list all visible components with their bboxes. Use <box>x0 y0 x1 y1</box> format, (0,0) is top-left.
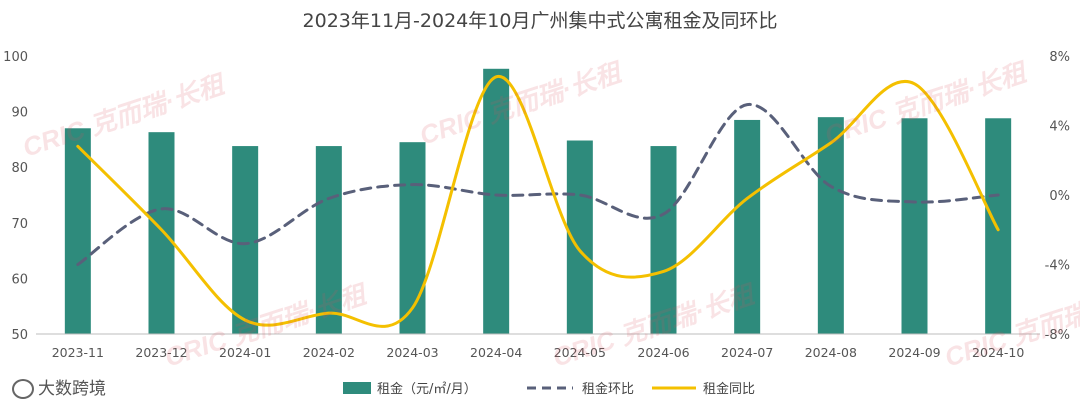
bar <box>315 146 342 334</box>
x-tick-label: 2024-02 <box>303 345 355 360</box>
x-tick-label: 2024-06 <box>637 345 689 360</box>
x-tick-label: 2023-11 <box>52 345 104 360</box>
y-left-tick-label: 60 <box>11 272 28 287</box>
bar <box>734 119 761 334</box>
bar <box>817 117 844 334</box>
y-right-tick-label: 0% <box>1049 189 1070 204</box>
y-left-tick-label: 80 <box>11 161 28 176</box>
bar <box>148 132 175 334</box>
bar <box>232 146 259 334</box>
bar-series <box>64 68 1012 335</box>
y-left-tick-label: 90 <box>11 106 28 121</box>
brand-logo: 大数跨境 <box>12 374 106 399</box>
x-tick-label: 2024-09 <box>888 345 940 360</box>
yoy-line <box>76 75 1000 328</box>
mom-line <box>76 103 1000 266</box>
y-left-tick-label: 100 <box>3 50 28 65</box>
x-tick-label: 2024-05 <box>554 345 606 360</box>
legend-label-mom: 租金环比 <box>582 381 634 397</box>
bar <box>901 118 928 334</box>
y-right-tick-label: 4% <box>1049 120 1070 135</box>
x-tick-label: 2024-10 <box>972 345 1024 360</box>
x-tick-label: 2024-08 <box>805 345 857 360</box>
x-tick-label: 2024-01 <box>219 345 271 360</box>
axes: 50 60 70 80 90 100 -8% -4% 0% 4% 8% 2023-11 2023-12 2… <box>3 50 1070 360</box>
bar <box>650 146 677 334</box>
x-tick-label: 2023-12 <box>135 345 187 360</box>
chart-title: 2023年11月-2024年10月广州集中式公寓租金及同环比 <box>303 10 778 32</box>
x-tick-label: 2024-07 <box>721 345 773 360</box>
y-right-tick-label: -8% <box>1045 328 1070 343</box>
bar <box>483 68 510 335</box>
bar <box>64 128 91 334</box>
legend-swatch-rent <box>343 382 371 394</box>
y-left-tick-label: 70 <box>11 217 28 232</box>
x-tick-label: 2024-04 <box>470 345 522 360</box>
bar <box>399 142 426 334</box>
y-right-tick-label: 8% <box>1049 50 1070 65</box>
brand-icon <box>12 379 34 399</box>
bar <box>985 118 1012 334</box>
legend: 租金（元/㎡/月） 租金环比 租金同比 <box>343 381 755 397</box>
legend-label-yoy: 租金同比 <box>703 381 755 397</box>
legend-label-rent: 租金（元/㎡/月） <box>377 381 477 397</box>
y-right-tick-label: -4% <box>1045 259 1070 274</box>
brand-text: 大数跨境 <box>38 379 106 399</box>
y-left-tick-label: 50 <box>11 328 28 343</box>
x-tick-label: 2024-03 <box>386 345 438 360</box>
line-series <box>76 75 1000 328</box>
